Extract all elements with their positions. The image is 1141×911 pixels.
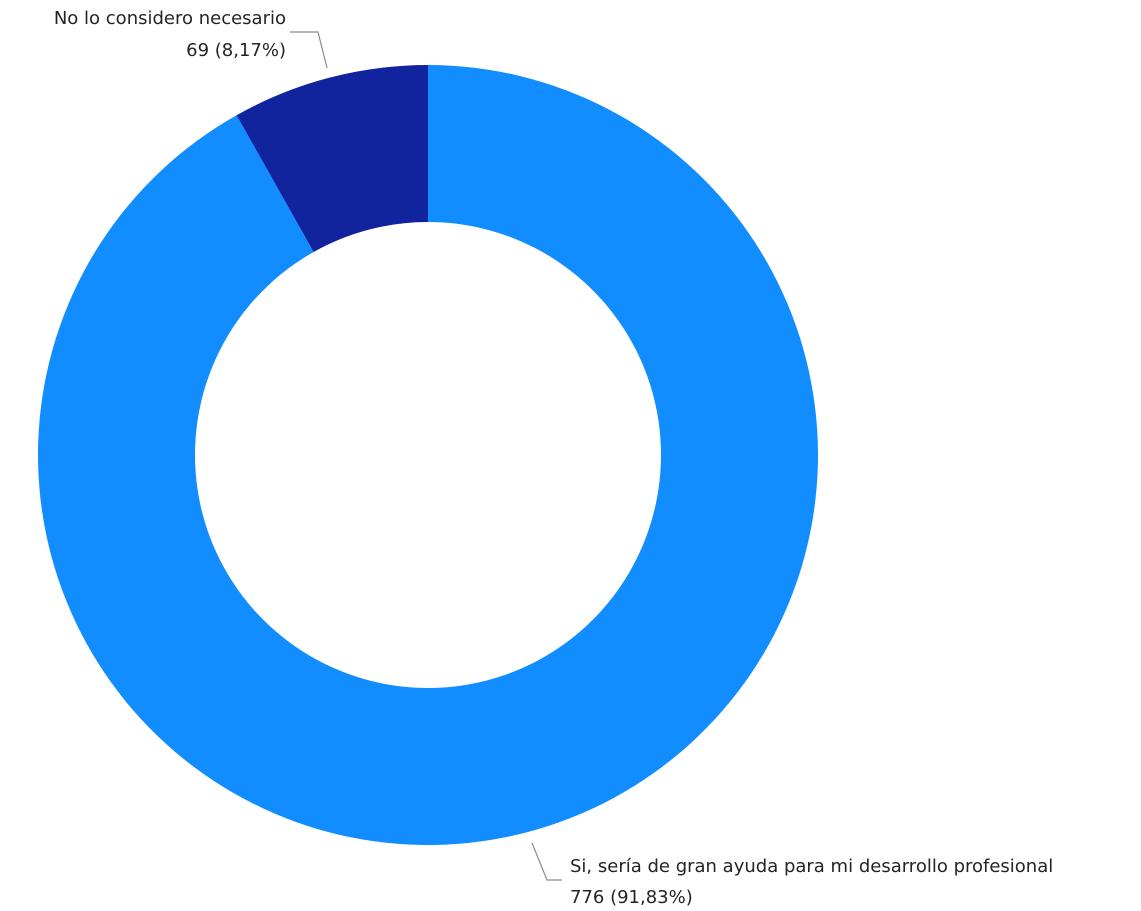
- slice-no-necesario[interactable]: [236, 65, 428, 253]
- slice-value-si-ayuda: 776 (91,83%): [570, 887, 693, 908]
- slice-value-no-necesario: 69 (8,17%): [186, 40, 286, 61]
- leader-line-no-necesario: [290, 31, 328, 69]
- slice-label-si-ayuda: Si, sería de gran ayuda para mi desarrol…: [570, 856, 1053, 877]
- slice-si-ayuda[interactable]: [37, 65, 818, 846]
- slice-label-no-necesario: No lo considero necesario: [54, 8, 286, 29]
- donut-slices: [37, 65, 818, 846]
- leader-line-si-ayuda: [531, 842, 562, 881]
